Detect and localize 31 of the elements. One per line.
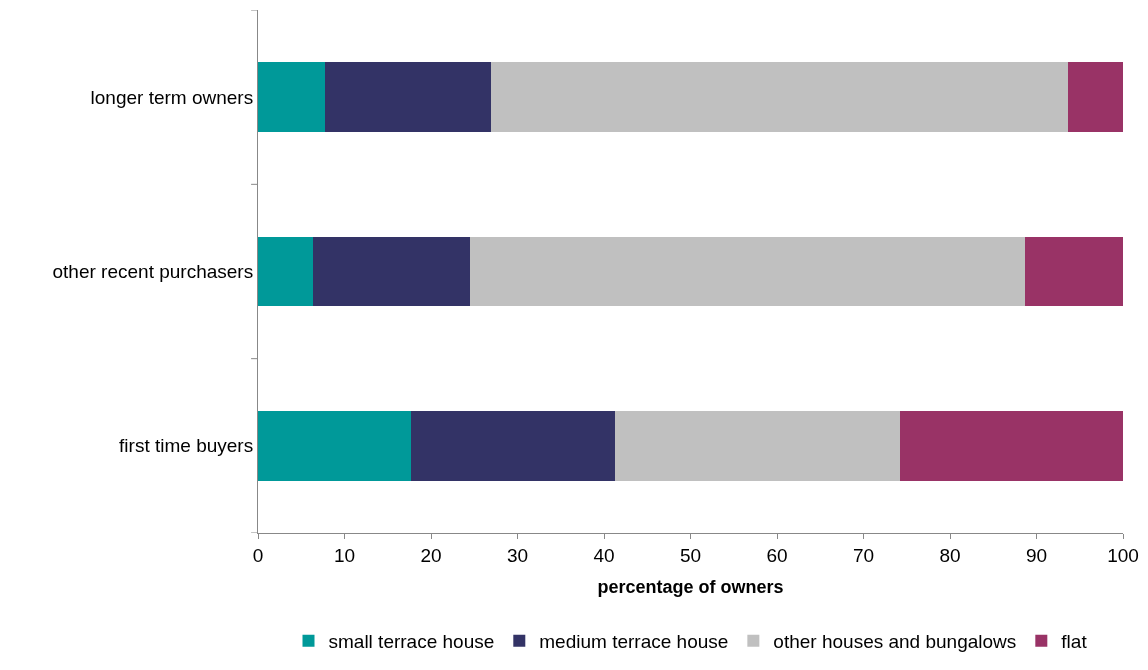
bar [324, 62, 491, 133]
x-tick-label: 40 [593, 544, 615, 566]
y-tick-label: first time buyers [119, 435, 254, 457]
x-tick-label: 80 [939, 544, 961, 566]
bar [1067, 62, 1123, 133]
x-tick-label: 100 [1107, 544, 1139, 566]
bar [258, 410, 412, 481]
y-tick-label: longer term owners [90, 86, 254, 108]
x-tick-label: 90 [1025, 544, 1048, 566]
x-tick-label: 20 [420, 544, 442, 566]
bar [469, 236, 1026, 307]
bar [258, 236, 314, 307]
legend-label: small terrace house [328, 631, 495, 653]
y-tick-label: other recent purchasers [52, 261, 254, 283]
bar [313, 236, 470, 307]
legend-label: flat [1061, 631, 1088, 653]
legend-label: medium terrace house [539, 631, 729, 653]
bar [411, 410, 616, 481]
legend-label: other houses and bungalows [773, 631, 1017, 653]
x-tick-label: 60 [766, 544, 788, 566]
x-tick-label: 30 [506, 544, 529, 566]
bar [490, 62, 1068, 133]
x-axis-title: percentage of owners [597, 576, 784, 597]
bar [615, 410, 900, 481]
x-tick-label: 70 [852, 544, 875, 566]
bar [899, 410, 1123, 481]
x-tick-label: 0 [252, 544, 264, 566]
bar [258, 62, 325, 133]
bar [1025, 236, 1123, 307]
x-tick-label: 10 [333, 544, 356, 566]
x-tick-label: 50 [679, 544, 702, 566]
